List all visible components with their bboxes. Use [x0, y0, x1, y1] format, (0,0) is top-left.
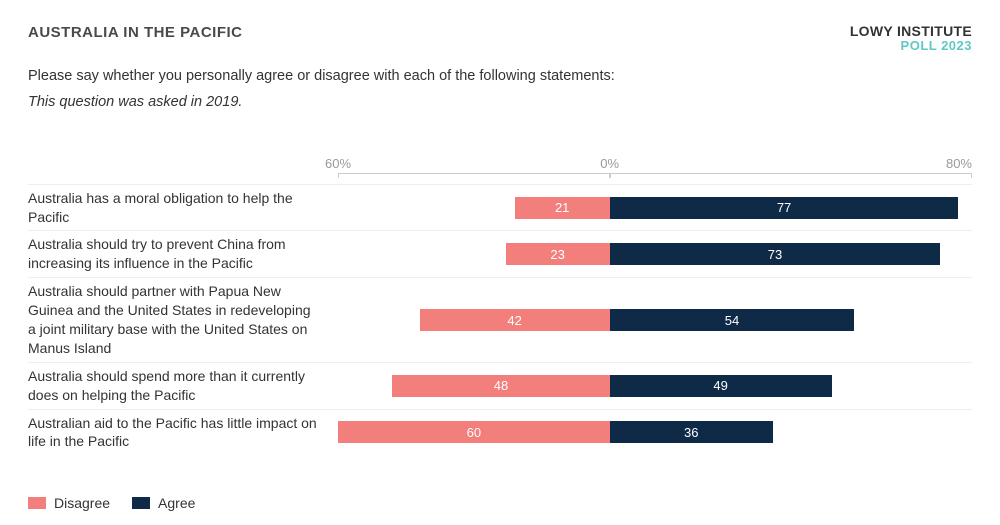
bar-agree: 77	[610, 197, 959, 219]
row-bars: 48 49	[338, 373, 972, 399]
subtitle: Please say whether you personally agree …	[28, 68, 972, 84]
legend-agree: Agree	[132, 495, 195, 511]
chart: 60% 0% 80% Australia has a moral obligatio…	[28, 156, 972, 456]
header: AUSTRALIA IN THE PACIFIC LOWY INSTITUTE …	[28, 24, 972, 54]
row-label: Australia should try to prevent China fr…	[28, 235, 338, 273]
bar-agree-value: 49	[713, 378, 727, 393]
bar-disagree: 23	[506, 243, 610, 265]
row-label: Australian aid to the Pacific has little…	[28, 414, 338, 452]
row-label: Australia has a moral obligation to help…	[28, 189, 338, 227]
row-bars: 23 73	[338, 241, 972, 267]
row-bars: 60 36	[338, 419, 972, 445]
x-axis: 60%0%80%	[338, 156, 972, 178]
bar-disagree-value: 42	[507, 313, 521, 328]
axis-tick: 0%	[600, 156, 619, 171]
legend-agree-label: Agree	[158, 495, 195, 511]
swatch-disagree	[28, 497, 46, 509]
axis-row: 60% 0% 80%	[28, 156, 972, 178]
row-bars: 21 77	[338, 195, 972, 221]
row-label: Australia should partner with Papua New …	[28, 282, 338, 358]
bar-disagree: 42	[420, 309, 610, 331]
bar-agree-value: 77	[777, 200, 791, 215]
bar-disagree-value: 23	[550, 247, 564, 262]
bar-disagree-value: 21	[555, 200, 569, 215]
bar-disagree: 21	[515, 197, 610, 219]
axis-tick: 60%	[325, 156, 351, 171]
row-bars: 42 54	[338, 307, 972, 333]
bar-agree: 54	[610, 309, 855, 331]
chart-row: Australian aid to the Pacific has little…	[28, 409, 972, 456]
logo-line-1: LOWY INSTITUTE	[850, 24, 972, 39]
bar-disagree: 60	[338, 421, 610, 443]
bar-agree: 36	[610, 421, 773, 443]
legend-disagree: Disagree	[28, 495, 110, 511]
swatch-agree	[132, 497, 150, 509]
bar-agree-value: 54	[725, 313, 739, 328]
note: This question was asked in 2019.	[28, 94, 972, 110]
axis-tick: 80%	[946, 156, 972, 171]
chart-row: Australia should partner with Papua New …	[28, 277, 972, 362]
bar-disagree: 48	[392, 375, 609, 397]
chart-rows: Australia has a moral obligation to help…	[28, 184, 972, 456]
bar-disagree-value: 60	[467, 425, 481, 440]
bar-agree: 49	[610, 375, 832, 397]
chart-row: Australia should spend more than it curr…	[28, 362, 972, 409]
chart-row: Australia should try to prevent China fr…	[28, 230, 972, 277]
bar-agree-value: 73	[768, 247, 782, 262]
page-title: AUSTRALIA IN THE PACIFIC	[28, 24, 243, 41]
row-label: Australia should spend more than it curr…	[28, 367, 338, 405]
bar-agree: 73	[610, 243, 941, 265]
legend: Disagree Agree	[28, 495, 972, 511]
bar-agree-value: 36	[684, 425, 698, 440]
bar-disagree-value: 48	[494, 378, 508, 393]
logo-line-2: POLL 2023	[850, 39, 972, 53]
chart-row: Australia has a moral obligation to help…	[28, 184, 972, 231]
logo: LOWY INSTITUTE POLL 2023	[850, 24, 972, 54]
legend-disagree-label: Disagree	[54, 495, 110, 511]
